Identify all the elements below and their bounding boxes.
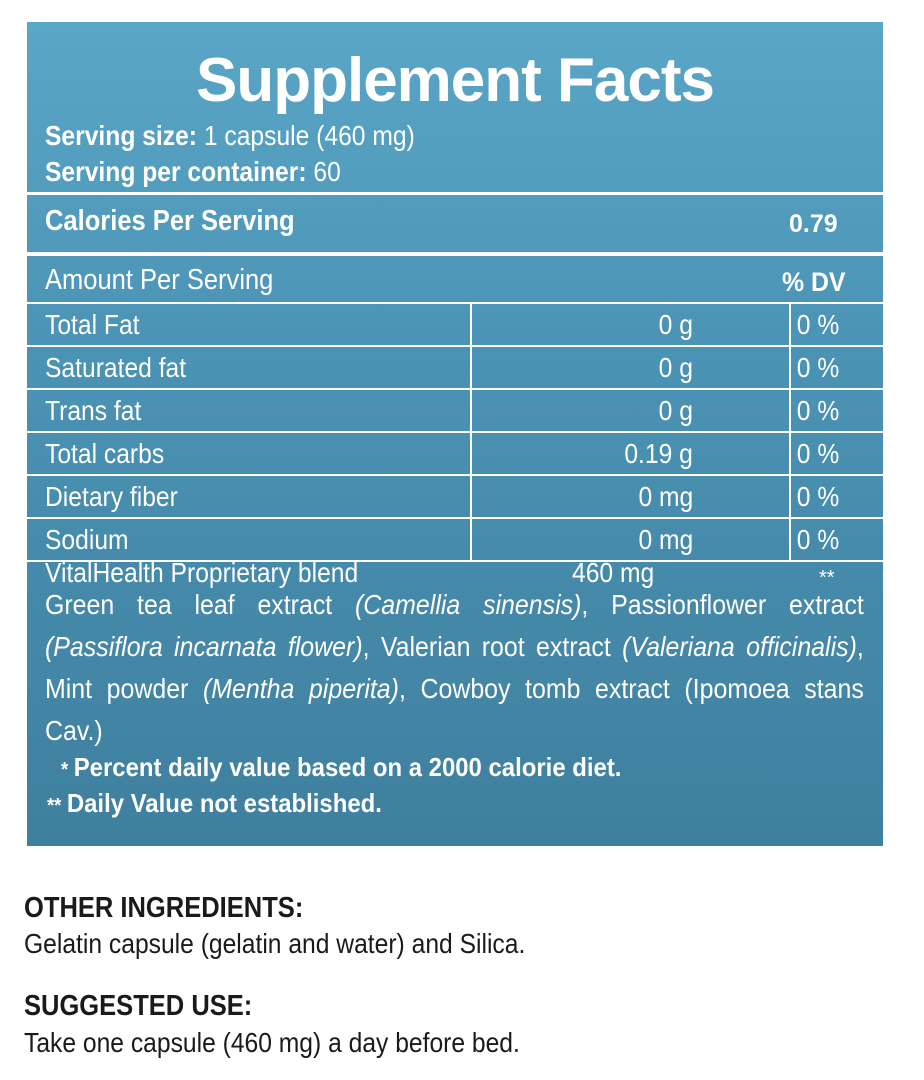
- serving-size: Serving size: 1 capsule (460 mg): [45, 120, 415, 152]
- ingredient-latin-name: (Mentha piperita): [202, 673, 399, 704]
- nutrient-name: Total Fat: [45, 308, 140, 340]
- nutrient-amount: 0 g: [658, 308, 693, 340]
- blend-amount: 460 mg: [572, 557, 655, 588]
- amount-per-serving-header: Amount Per Serving: [45, 264, 274, 296]
- nutrient-row: Dietary fiber 0 mg 0 %: [27, 474, 883, 519]
- nutrient-dv: 0 %: [796, 437, 839, 469]
- servings-label: Serving per container:: [45, 156, 307, 187]
- nutrient-row: Sodium 0 mg 0 %: [27, 517, 883, 562]
- nutrient-dv: 0 %: [796, 480, 839, 512]
- nutrient-row: Total carbs 0.19 g 0 %: [27, 431, 883, 476]
- footnote-dv-mark: *: [61, 759, 69, 781]
- servings-value: 60: [306, 156, 341, 187]
- nutrient-amount: 0.19 g: [624, 437, 693, 469]
- nutrient-dv: 0 %: [796, 351, 839, 383]
- footnote-dv-text: Percent daily value based on a 2000 calo…: [73, 752, 622, 782]
- nutrient-name: Trans fat: [45, 394, 142, 426]
- servings-per-container: Serving per container: 60: [45, 156, 341, 188]
- ingredient-latin-name: (Passiflora incarnata flower): [45, 631, 363, 662]
- footnote-dv: * Percent daily value based on a 2000 cal…: [61, 752, 621, 783]
- ingredient-text: , Passionflower extract: [581, 589, 864, 620]
- ingredient-latin-name: (Camellia sinensis): [355, 589, 582, 620]
- nutrient-amount: 0 mg: [637, 480, 693, 512]
- ingredient-latin-name: (Valeriana officinalis): [622, 631, 857, 662]
- nutrient-dv: 0 %: [796, 394, 839, 426]
- nutrient-dv: 0 %: [796, 523, 839, 555]
- suggested-use-heading: SUGGESTED USE:: [24, 990, 253, 1022]
- nutrient-row: Total Fat 0 g 0 %: [27, 302, 883, 347]
- nutrient-dv: 0 %: [796, 308, 839, 340]
- divider-top: [27, 192, 883, 195]
- other-ingredients-heading: OTHER INGREDIENTS:: [24, 892, 304, 924]
- footnote-not-established: ** Daily Value not established.: [47, 788, 382, 819]
- calories-value: 0.79: [789, 210, 838, 238]
- blend-name: VitalHealth Proprietary blend: [45, 557, 359, 588]
- dv-header: % DV: [782, 267, 846, 297]
- footnote-ne-mark: **: [47, 795, 62, 817]
- supplement-facts-panel: Supplement Facts Serving size: 1 capsule…: [27, 22, 883, 846]
- serving-size-value: 1 capsule (460 mg): [197, 120, 415, 151]
- blend-ingredients: Green tea leaf extract (Camellia sinensi…: [45, 584, 864, 752]
- nutrient-name: Sodium: [45, 523, 129, 555]
- ingredient-text: Green tea leaf extract: [45, 589, 356, 620]
- nutrient-row: Saturated fat 0 g 0 %: [27, 345, 883, 390]
- panel-title: Supplement Facts: [196, 46, 715, 115]
- nutrient-name: Total carbs: [45, 437, 165, 469]
- footnote-ne-text: Daily Value not established.: [66, 788, 382, 818]
- nutrient-amount: 0 g: [658, 351, 693, 383]
- ingredient-text: , Cowboy tomb extract (Ipomoea stans Cav…: [45, 673, 864, 746]
- nutrient-row: Trans fat 0 g 0 %: [27, 388, 883, 433]
- nutrient-amount: 0 mg: [637, 523, 693, 555]
- suggested-use-text: Take one capsule (460 mg) a day before b…: [24, 1027, 520, 1058]
- calories-label: Calories Per Serving: [45, 205, 295, 237]
- divider-calories: [27, 252, 883, 256]
- nutrient-name: Saturated fat: [45, 351, 187, 383]
- blend-dv: **: [819, 567, 835, 589]
- nutrient-name: Dietary fiber: [45, 480, 178, 512]
- nutrient-amount: 0 g: [658, 394, 693, 426]
- ingredient-text: , Valerian root extract: [362, 631, 623, 662]
- other-ingredients-text: Gelatin capsule (gelatin and water) and …: [24, 928, 526, 959]
- serving-size-label: Serving size:: [45, 120, 198, 151]
- ingredient-text: , Mint powder: [45, 631, 864, 704]
